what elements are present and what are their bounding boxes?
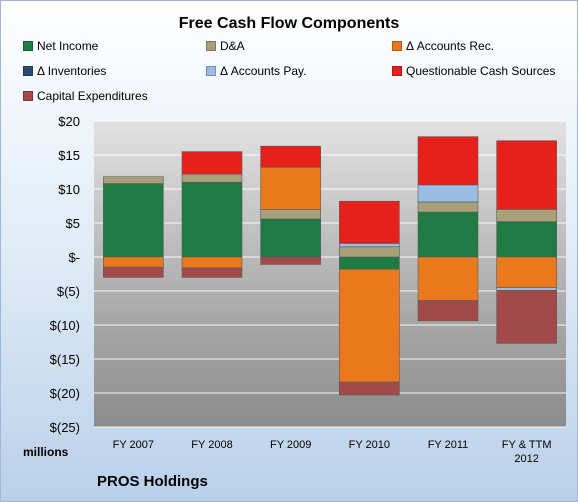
- bar-segment: [496, 290, 557, 344]
- bar-segment: [339, 268, 400, 383]
- bar-segment: [103, 266, 164, 278]
- legend-item: Δ Inventories: [23, 64, 106, 78]
- y-tick-label: $5: [66, 216, 80, 231]
- bar-segment: [260, 218, 321, 258]
- legend-label: D&A: [220, 39, 245, 53]
- y-tick-label: $(15): [50, 352, 80, 367]
- legend-item: Questionable Cash Sources: [392, 64, 555, 78]
- legend: Net Income D&A Δ Accounts Rec. Δ Inventorie…: [1, 1, 577, 111]
- legend-item: Net Income: [23, 39, 98, 53]
- chart-title: Free Cash Flow Components: [178, 15, 400, 32]
- legend-label: Capital Expenditures: [37, 89, 148, 103]
- x-tick-label: FY 2008: [191, 439, 232, 451]
- x-tick-label: FY 2009: [270, 439, 311, 451]
- bar-segment: [260, 145, 321, 168]
- bar-segment: [260, 256, 321, 265]
- company-name: PROS Holdings: [97, 473, 208, 490]
- plot-area: [94, 121, 566, 427]
- bar-segment: [103, 183, 164, 258]
- legend-label: Net Income: [37, 39, 99, 53]
- bar-segment: [260, 209, 321, 220]
- bar-segment: [496, 256, 557, 288]
- x-tick-label: 2012: [514, 453, 538, 465]
- legend-swatch: [23, 41, 33, 51]
- legend-swatch: [23, 66, 33, 76]
- bar-segment: [417, 136, 479, 186]
- x-tick-label: FY & TTM: [502, 439, 552, 451]
- bar-segment: [417, 201, 479, 213]
- bar-segment: [496, 209, 557, 222]
- bar-segment: [417, 256, 479, 301]
- x-tick-label: FY 2007: [113, 439, 154, 451]
- y-tick-label: $(25): [50, 420, 80, 435]
- bar-segment: [103, 176, 164, 184]
- legend-label: Δ Accounts Rec.: [406, 39, 495, 53]
- y-axis-unit-label: millions: [23, 445, 69, 459]
- legend-swatch: [392, 41, 402, 51]
- legend-swatch: [206, 41, 216, 51]
- bar-segment: [181, 181, 243, 258]
- legend-label: Δ Accounts Pay.: [220, 64, 307, 78]
- bar-segment: [417, 211, 479, 258]
- bar-segment: [339, 243, 400, 248]
- bar-segment: [181, 173, 243, 183]
- y-tick-label: $20: [58, 114, 80, 129]
- y-tick-label: $(5): [57, 284, 80, 299]
- bar-segment: [496, 221, 557, 258]
- bar-segment: [103, 256, 164, 268]
- y-tick-label: $(10): [50, 318, 80, 333]
- bar-segment: [417, 184, 479, 203]
- bar-segment: [339, 381, 400, 396]
- legend-label: Δ Inventories: [37, 64, 107, 78]
- y-tick-label: $(20): [50, 386, 80, 401]
- x-tick-label: FY 2011: [428, 439, 469, 451]
- x-tick-label: FY 2010: [349, 439, 390, 451]
- bar-segment: [260, 166, 321, 210]
- legend-item: D&A: [206, 39, 245, 53]
- bar-segment: [181, 256, 243, 269]
- bar-segment: [339, 246, 400, 258]
- legend-label: Questionable Cash Sources: [406, 64, 556, 78]
- legend-swatch: [392, 66, 402, 76]
- bar-segment: [496, 140, 557, 210]
- legend-item: Δ Accounts Pay.: [206, 64, 307, 78]
- bar-segment: [417, 300, 479, 322]
- bar-segment: [339, 256, 400, 270]
- y-tick-label: $10: [58, 182, 80, 197]
- bar-segment: [181, 151, 243, 175]
- legend-item: Δ Accounts Rec.: [392, 39, 494, 53]
- bar-segment: [339, 200, 400, 244]
- bar-segment: [496, 287, 557, 291]
- legend-swatch: [206, 66, 216, 76]
- bar-segment: [181, 267, 243, 278]
- legend-item: Capital Expenditures: [23, 89, 148, 103]
- y-tick-label: $-: [68, 250, 80, 265]
- legend-swatch: [23, 91, 33, 101]
- y-tick-label: $15: [58, 148, 80, 163]
